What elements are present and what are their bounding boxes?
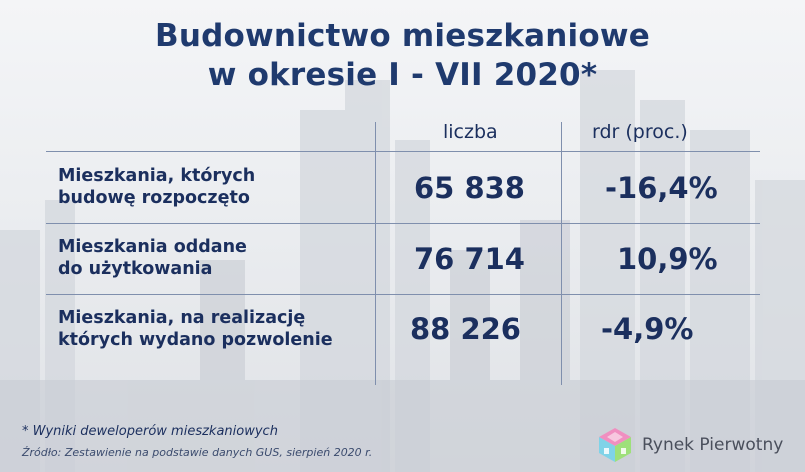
footnote-source: Źródło: Zestawienie na podstawie danych …: [22, 446, 373, 459]
value-rdr-started: -16,4%: [605, 171, 718, 205]
row-label-line: których wydano pozwolenie: [58, 330, 333, 350]
brand-logo: Rynek Pierwotny: [596, 426, 783, 464]
value-liczba-started: 65 838: [414, 171, 525, 205]
row-label-completed: Mieszkania oddane do użytkowania: [58, 236, 247, 280]
column-divider: [561, 122, 562, 385]
row-label-line: Mieszkania oddane: [58, 237, 247, 257]
value-rdr-permits: -4,9%: [601, 312, 694, 346]
row-label-line: do użytkowania: [58, 259, 213, 279]
row-label-line: Mieszkania, na realizację: [58, 308, 306, 328]
table-header-rule: [46, 151, 760, 152]
row-label-line: Mieszkania, których: [58, 166, 256, 186]
value-liczba-completed: 76 714: [414, 242, 525, 276]
column-header-liczba: liczba: [443, 121, 498, 143]
row-divider: [46, 294, 760, 295]
page-title-line1: Budownictwo mieszkaniowe: [155, 18, 650, 54]
row-divider: [46, 223, 760, 224]
row-label-permits: Mieszkania, na realizację których wydano…: [58, 307, 333, 351]
value-liczba-permits: 88 226: [410, 312, 521, 346]
column-divider: [375, 122, 376, 385]
logo-text: Rynek Pierwotny: [642, 435, 784, 455]
page-title-line2: w okresie I - VII 2020*: [207, 57, 598, 93]
row-label-started: Mieszkania, których budowę rozpoczęto: [58, 165, 255, 209]
column-header-rdr: rdr (proc.): [592, 121, 688, 143]
footnote-asterisk: * Wyniki deweloperów mieszkaniowych: [22, 424, 278, 439]
house-cube-icon: [599, 428, 631, 462]
row-label-line: budowę rozpoczęto: [58, 188, 250, 208]
value-rdr-completed: 10,9%: [617, 242, 718, 276]
